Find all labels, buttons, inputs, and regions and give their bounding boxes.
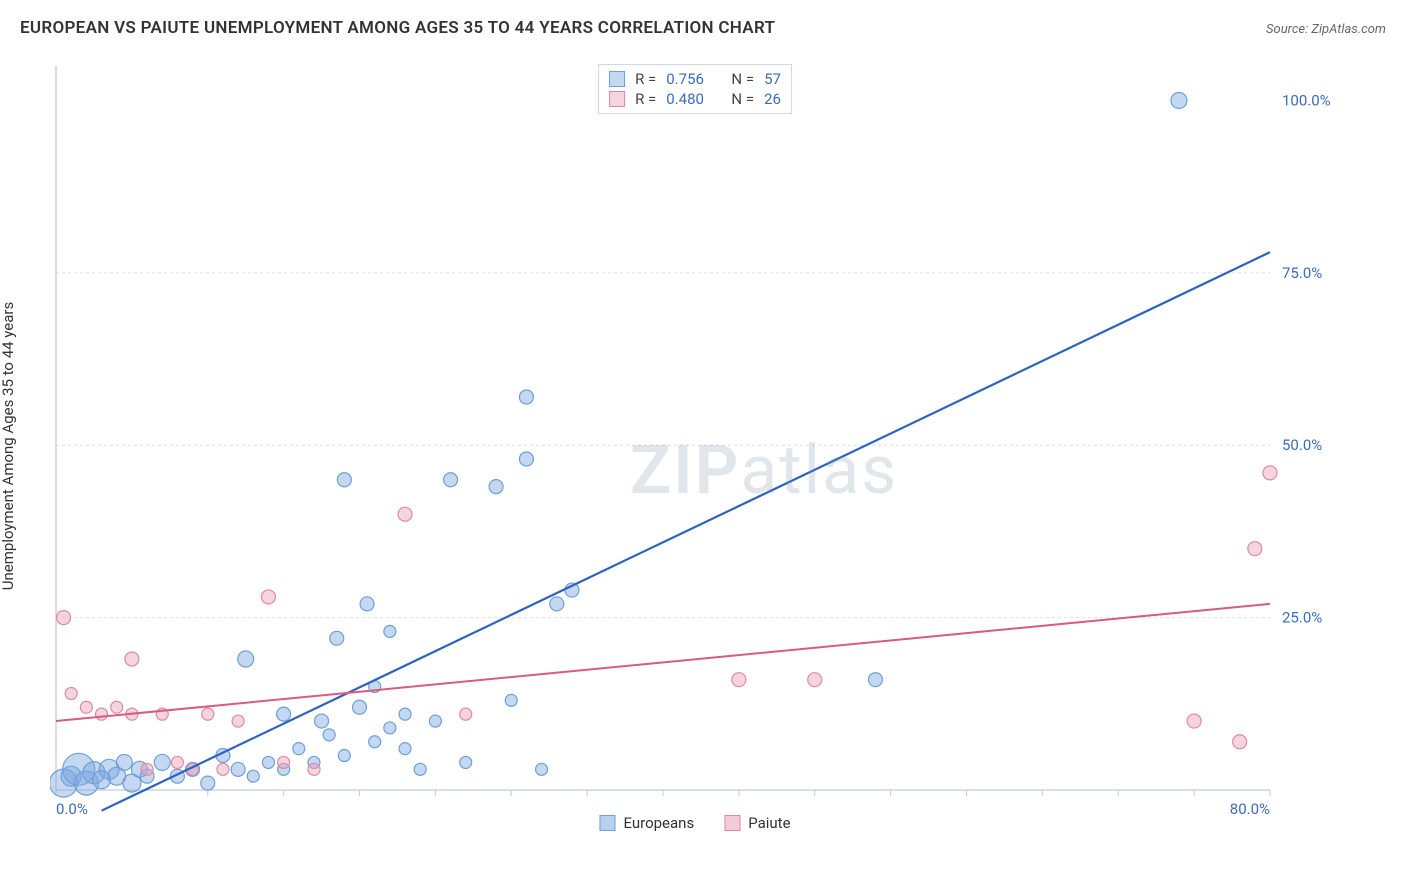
legend-swatch [599, 815, 615, 831]
chart-plot-area: 25.0% 50.0% 75.0% 100.0% 0.0% 80.0% R = 0.756… [50, 60, 1340, 830]
series-legend: Europeans Paiute [599, 814, 790, 832]
legend-swatch [609, 91, 625, 107]
y-axis-label: Unemployment Among Ages 35 to 44 years [0, 302, 17, 590]
legend-row: R = 0.480 N = 26 [609, 89, 781, 109]
svg-text:100.0%: 100.0% [1282, 91, 1331, 109]
svg-text:50.0%: 50.0% [1282, 436, 1322, 454]
chart-source: Source: ZipAtlas.com [1266, 22, 1386, 37]
legend-swatch [609, 71, 625, 87]
correlation-legend: R = 0.756 N = 57R = 0.480 N = 26 [598, 64, 792, 114]
legend-item: Europeans [599, 814, 694, 832]
svg-text:75.0%: 75.0% [1282, 264, 1322, 282]
svg-text:25.0%: 25.0% [1282, 609, 1322, 627]
svg-text:0.0%: 0.0% [56, 800, 88, 818]
legend-row: R = 0.756 N = 57 [609, 69, 781, 89]
legend-swatch [724, 815, 740, 831]
legend-item: Paiute [724, 814, 790, 832]
legend-label: Paiute [748, 814, 790, 832]
chart-title: EUROPEAN VS PAIUTE UNEMPLOYMENT AMONG AG… [20, 18, 775, 38]
chart-header: EUROPEAN VS PAIUTE UNEMPLOYMENT AMONG AG… [20, 18, 1386, 38]
scatter-plot-svg: 25.0% 50.0% 75.0% 100.0% 0.0% 80.0% [50, 60, 1340, 830]
svg-text:80.0%: 80.0% [1230, 800, 1270, 818]
legend-label: Europeans [623, 814, 694, 832]
